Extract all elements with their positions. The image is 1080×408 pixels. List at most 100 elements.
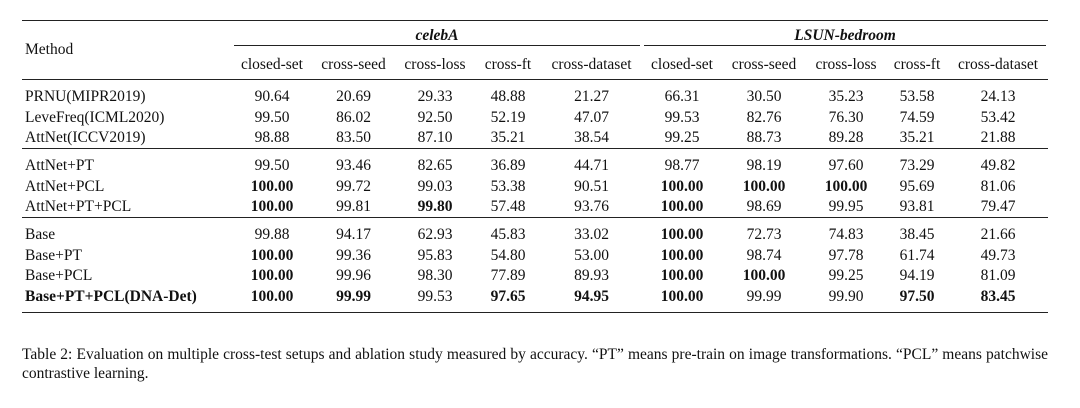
value-cell: 99.03 bbox=[417, 178, 453, 195]
value-cell: 98.30 bbox=[417, 267, 453, 284]
value-cell: 74.59 bbox=[899, 109, 935, 126]
value-cell: 97.60 bbox=[806, 148, 887, 177]
value-cell: 99.50 bbox=[254, 109, 290, 126]
value-cell: 94.95 bbox=[541, 286, 643, 313]
value-cell: 45.83 bbox=[475, 217, 541, 246]
table-row: AttNet+PCL 100.00 99.72 99.03 53.38 90.51 100.… bbox=[22, 177, 1048, 197]
value-cell: 83.50 bbox=[336, 129, 371, 146]
value-cell: 100.00 bbox=[250, 267, 294, 284]
method-cell: AttNet+PCL bbox=[25, 178, 105, 195]
value-cell: 99.99 bbox=[312, 286, 395, 313]
value-cell: 35.21 bbox=[490, 129, 526, 146]
value-cell: 73.29 bbox=[886, 148, 949, 177]
value-cell: 93.76 bbox=[574, 198, 609, 215]
value-cell: 100.00 bbox=[824, 178, 868, 195]
value-cell: 95.69 bbox=[899, 178, 935, 195]
value-cell: 30.50 bbox=[722, 79, 807, 108]
value-cell: 93.46 bbox=[312, 148, 395, 177]
value-cell: 100.00 bbox=[660, 247, 704, 264]
value-cell: 38.54 bbox=[574, 129, 609, 146]
method-cell: Base+PT bbox=[25, 247, 82, 264]
value-cell: 99.72 bbox=[336, 178, 371, 195]
value-cell: 44.71 bbox=[541, 148, 643, 177]
method-cell: AttNet+PT+PCL bbox=[25, 198, 132, 215]
value-cell: 76.30 bbox=[828, 109, 864, 126]
value-cell: 99.95 bbox=[828, 198, 864, 215]
subcolumn-header: cross-seed bbox=[731, 56, 797, 73]
value-cell: 99.90 bbox=[806, 286, 887, 313]
value-cell: 100.00 bbox=[660, 198, 704, 215]
value-cell: 98.19 bbox=[722, 148, 807, 177]
value-cell: 49.73 bbox=[980, 247, 1016, 264]
table-row: PRNU(MIPR2019) 90.64 20.69 29.33 48.88 21.27 6… bbox=[22, 79, 1049, 108]
subcolumn-header: cross-dataset bbox=[551, 56, 632, 73]
value-cell: 99.25 bbox=[664, 129, 700, 146]
value-cell: 100.00 bbox=[742, 178, 786, 195]
table-row: AttNet+PT 99.50 93.46 82.65 36.89 44.71 98.77 9… bbox=[22, 148, 1049, 177]
table-row: AttNet+PT+PCL 100.00 99.81 99.80 57.48 93.76 1… bbox=[22, 197, 1048, 218]
value-cell: 98.74 bbox=[746, 247, 782, 264]
value-cell: 95.83 bbox=[417, 247, 453, 264]
method-cell: LeveFreq(ICML2020) bbox=[25, 109, 165, 126]
value-cell: 100.00 bbox=[250, 198, 294, 215]
value-cell: 81.06 bbox=[980, 178, 1016, 195]
method-cell: Base+PT+PCL(DNA-Det) bbox=[22, 286, 232, 313]
value-cell: 33.02 bbox=[541, 217, 643, 246]
method-cell: AttNet+PT bbox=[22, 148, 232, 177]
table-row: AttNet(ICCV2019) 98.88 83.50 87.10 35.21 38.5… bbox=[22, 128, 1048, 149]
value-cell: 99.53 bbox=[395, 286, 475, 313]
value-cell: 90.64 bbox=[232, 79, 312, 108]
subcolumn-header: cross-loss bbox=[404, 56, 466, 73]
value-cell: 100.00 bbox=[250, 178, 294, 195]
value-cell: 74.83 bbox=[806, 217, 887, 246]
subcolumn-header: cross-dataset bbox=[958, 56, 1039, 73]
value-cell: 93.81 bbox=[899, 198, 935, 215]
value-cell: 100.00 bbox=[742, 267, 786, 284]
value-cell: 57.48 bbox=[490, 198, 526, 215]
value-cell: 92.50 bbox=[417, 109, 453, 126]
value-cell: 82.65 bbox=[395, 148, 475, 177]
table-row: Base+PCL 100.00 99.96 98.30 77.89 89.93 100.00… bbox=[22, 266, 1048, 286]
value-cell: 94.17 bbox=[312, 217, 395, 246]
value-cell: 53.42 bbox=[980, 109, 1016, 126]
value-cell: 49.82 bbox=[948, 148, 1049, 177]
value-cell: 99.88 bbox=[232, 217, 312, 246]
value-cell: 21.27 bbox=[541, 79, 643, 108]
value-cell: 89.28 bbox=[828, 129, 864, 146]
value-cell: 97.50 bbox=[886, 286, 949, 313]
value-cell: 21.66 bbox=[948, 217, 1049, 246]
value-cell: 100.00 bbox=[642, 217, 723, 246]
value-cell: 79.47 bbox=[980, 198, 1016, 215]
value-cell: 100.00 bbox=[660, 178, 704, 195]
value-cell: 88.73 bbox=[746, 129, 782, 146]
value-cell: 99.50 bbox=[232, 148, 312, 177]
subcolumn-header: cross-ft bbox=[484, 56, 532, 73]
value-cell: 81.09 bbox=[980, 267, 1016, 284]
table-row: Base+PT+PCL(DNA-Det) 100.00 99.99 99.53 97.6… bbox=[22, 286, 1049, 313]
subcolumn-header: closed-set bbox=[651, 56, 713, 73]
value-cell: 21.88 bbox=[980, 129, 1016, 146]
value-cell: 97.78 bbox=[828, 247, 864, 264]
value-cell: 100.00 bbox=[660, 267, 704, 284]
value-cell: 98.69 bbox=[746, 198, 782, 215]
value-cell: 66.31 bbox=[642, 79, 723, 108]
value-cell: 89.93 bbox=[574, 267, 609, 284]
value-cell: 52.19 bbox=[490, 109, 526, 126]
value-cell: 38.45 bbox=[886, 217, 949, 246]
table-row: Base+PT 100.00 99.36 95.83 54.80 53.00 100.00 9… bbox=[22, 246, 1048, 266]
value-cell: 99.81 bbox=[336, 198, 371, 215]
method-cell: PRNU(MIPR2019) bbox=[22, 79, 232, 108]
dataset-header-celeba: celebA bbox=[232, 20, 643, 51]
method-header: Method bbox=[22, 20, 232, 80]
value-cell: 99.25 bbox=[828, 267, 864, 284]
value-cell: 99.80 bbox=[417, 198, 453, 215]
value-cell: 35.21 bbox=[899, 129, 935, 146]
results-table-container: Method celebA LSUN-bedroom closed-set cro… bbox=[22, 20, 1049, 313]
value-cell: 20.69 bbox=[312, 79, 395, 108]
value-cell: 53.00 bbox=[574, 247, 609, 264]
table-row: LeveFreq(ICML2020) 99.50 86.02 92.50 52.19 47… bbox=[22, 108, 1048, 128]
value-cell: 83.45 bbox=[948, 286, 1049, 313]
value-cell: 48.88 bbox=[475, 79, 541, 108]
value-cell: 29.33 bbox=[395, 79, 475, 108]
value-cell: 24.13 bbox=[948, 79, 1049, 108]
